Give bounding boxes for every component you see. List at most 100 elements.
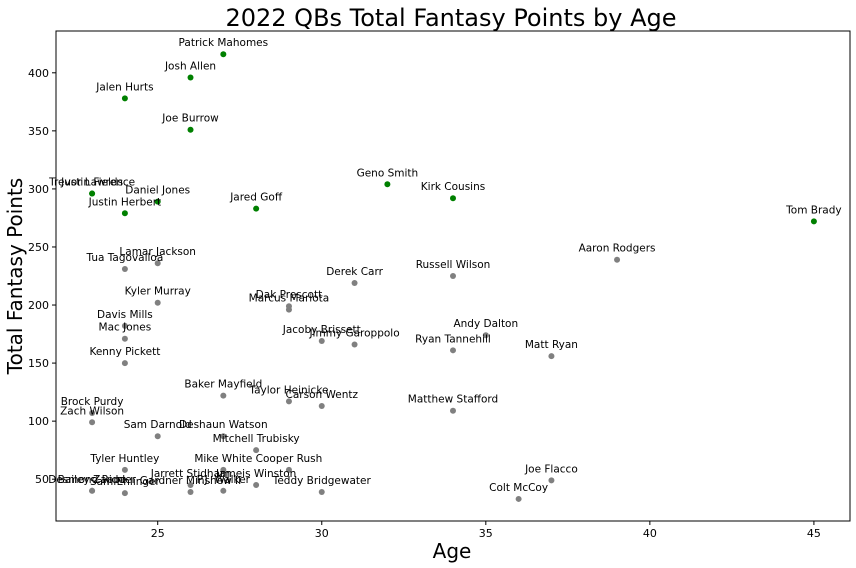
data-point	[351, 341, 358, 348]
data-point-label: Geno Smith	[357, 167, 419, 179]
data-point	[253, 205, 260, 212]
x-tick-label: 30	[315, 527, 329, 540]
data-point-label: Matthew Stafford	[408, 394, 498, 406]
data-point-label: Jacoby Brissett	[282, 324, 361, 336]
x-tick-label: 35	[479, 527, 493, 540]
data-point-label: Baker Mayfield	[184, 379, 262, 391]
data-point-label: Trevor Lawrence	[48, 177, 135, 189]
data-point-label: Joe Burrow	[161, 113, 219, 125]
data-point	[253, 447, 260, 454]
data-point	[154, 260, 161, 267]
data-point-label: Derek Carr	[326, 266, 383, 278]
data-point	[220, 433, 227, 440]
data-point	[187, 482, 194, 489]
data-point-label: Bailey Zappe	[58, 474, 127, 486]
data-point-label: Tua Tagovailoa	[86, 252, 164, 264]
x-tick-label: 45	[807, 527, 821, 540]
y-tick-label: 400	[28, 67, 49, 80]
data-point	[285, 466, 292, 473]
y-tick-label: 50	[35, 473, 49, 486]
data-point-label: Teddy Bridgewater	[272, 475, 372, 487]
data-point-label: Sam Darnold	[124, 419, 192, 431]
data-point-label: Desmond Ridder	[48, 474, 136, 486]
data-point-label: Kyler Murray	[125, 286, 191, 298]
data-point-label: P.J. Walker	[197, 474, 251, 486]
data-point	[220, 466, 227, 473]
data-point-label: Justin Herbert	[88, 196, 161, 208]
data-point	[121, 266, 128, 273]
data-point-label: Ryan Tannehill	[415, 333, 491, 345]
data-point	[450, 195, 456, 202]
data-point	[318, 338, 325, 345]
data-point	[318, 488, 325, 495]
data-point-label: Sam Ehlinger	[90, 476, 161, 488]
data-point-label: Jared Goff	[229, 192, 283, 204]
y-tick-label: 150	[28, 357, 49, 370]
data-point-label: Brock Purdy	[61, 396, 124, 408]
data-point	[220, 487, 227, 494]
x-tick-label: 40	[643, 527, 657, 540]
data-point	[450, 407, 456, 414]
x-axis-label: Age	[433, 539, 472, 563]
data-point	[121, 466, 128, 473]
data-point-label: Kenny Pickett	[89, 346, 160, 358]
point-labels: Patrick Mahomes Josh Allen Jalen Hurts Joe …	[48, 37, 842, 494]
data-point	[220, 392, 227, 399]
data-point	[121, 360, 128, 367]
x-axis: 25 30 35 40 45	[151, 521, 821, 540]
data-point	[187, 126, 194, 133]
data-point-label: Cooper Rush	[256, 453, 323, 465]
data-point	[154, 433, 161, 440]
data-point	[89, 190, 96, 197]
data-point	[154, 299, 161, 306]
data-point	[187, 74, 194, 81]
data-point-label: Joe Flacco	[524, 463, 578, 475]
y-tick-label: 200	[28, 299, 49, 312]
data-point-label: Russell Wilson	[416, 259, 491, 271]
data-point-label: Lamar Jackson	[119, 246, 196, 258]
plot-area	[55, 30, 851, 522]
data-point-label: Zach Wilson	[60, 405, 124, 417]
y-tick-label: 350	[28, 125, 49, 138]
data-points	[89, 51, 817, 502]
data-point-label: Jarrett Stidham	[150, 468, 230, 480]
data-point	[121, 210, 128, 217]
data-point	[121, 322, 128, 329]
data-point-label: Mike White	[194, 453, 252, 465]
data-point	[220, 51, 227, 58]
data-point-label: Jimmy Garoppolo	[308, 328, 399, 340]
data-point-label: Jalen Hurts	[95, 81, 153, 93]
data-point	[89, 410, 96, 417]
data-point	[121, 335, 128, 342]
data-point-label: Mac Jones	[99, 322, 152, 334]
data-point	[285, 398, 292, 405]
y-tick-label: 300	[28, 183, 49, 196]
data-point	[318, 403, 325, 410]
data-point-label: Daniel Jones	[125, 185, 190, 197]
data-point-label: Carson Wentz	[286, 389, 359, 401]
data-point-label: Aaron Rodgers	[579, 243, 656, 255]
data-point-label: Jameis Winston	[215, 468, 296, 480]
data-point	[89, 419, 96, 426]
data-point	[548, 353, 555, 360]
data-point	[515, 495, 522, 502]
data-point	[450, 273, 456, 279]
data-point-label: Taylor Heinicke	[248, 384, 328, 396]
data-point-label: Davis Mills	[97, 309, 153, 321]
data-point	[482, 332, 489, 339]
data-point	[187, 488, 194, 495]
data-point-label: Andy Dalton	[453, 318, 518, 330]
data-point-label: Gardner Minshew II	[140, 475, 241, 487]
data-point	[548, 477, 555, 484]
y-tick-label: 100	[28, 415, 49, 428]
y-tick-label: 250	[28, 241, 49, 254]
data-point-label: Dak Prescott	[256, 289, 323, 301]
data-point	[89, 487, 96, 494]
data-point	[121, 95, 128, 102]
data-point-label: Tyler Huntley	[89, 453, 159, 465]
x-tick-label: 25	[151, 527, 165, 540]
data-point	[351, 279, 358, 286]
data-point	[154, 198, 161, 205]
data-point-label: Deshaun Watson	[179, 419, 268, 431]
